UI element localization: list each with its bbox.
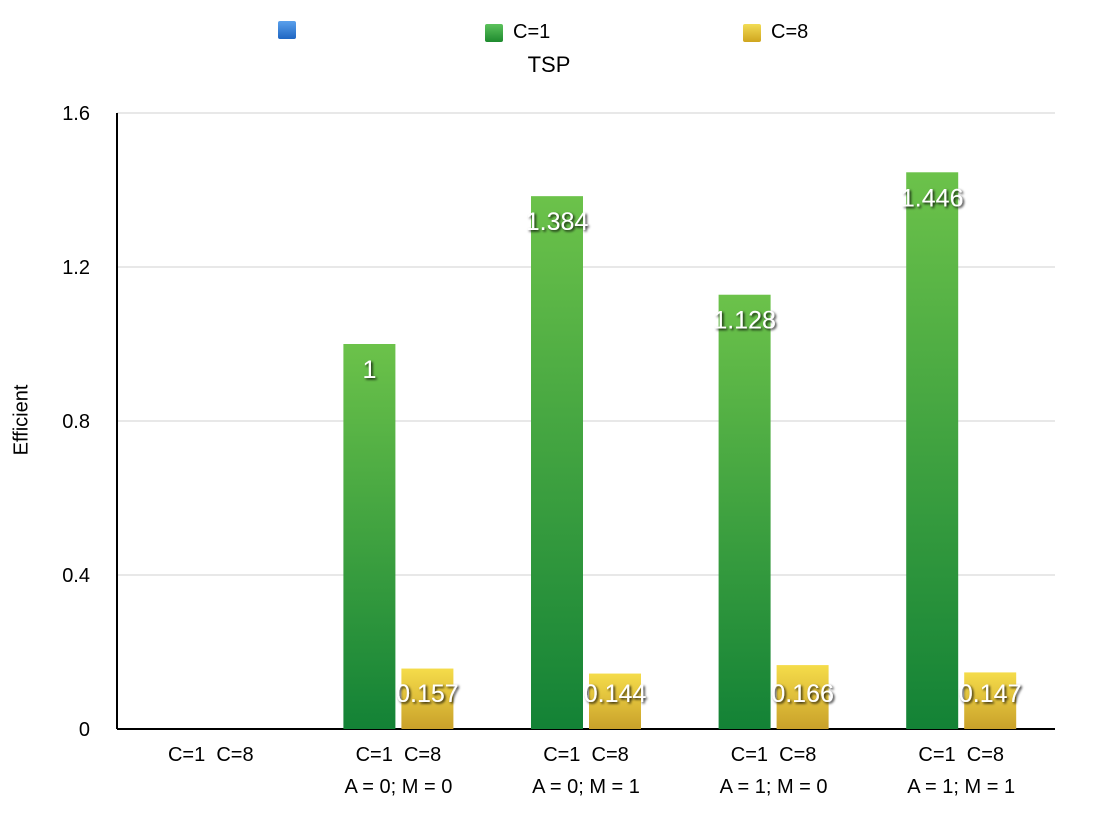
bar-c1-4: [906, 172, 959, 730]
bar-c1-3: [718, 294, 771, 729]
axes: [116, 113, 1055, 730]
data-label: 1.128: [713, 307, 776, 335]
x-tick-label: C=1 C=8: [731, 744, 817, 766]
x-tick-label: C=1 C=8: [543, 744, 629, 766]
legend-label-c8: C=8: [771, 21, 809, 43]
data-labels: 1 0.157 1.384 0.144 1.128 0.166 1.446 0.147: [362, 184, 1021, 708]
y-tick-label: 0.4: [62, 565, 90, 587]
x-tick-label: C=1 C=8: [356, 744, 442, 766]
bar-c8-1: [401, 668, 454, 729]
data-label: 0.157: [396, 680, 459, 708]
legend: C=1 C=8: [0, 21, 1098, 47]
y-tick-label: 0.8: [62, 411, 90, 433]
bar-c1-1: [343, 344, 396, 729]
data-label: 1.384: [526, 208, 589, 236]
legend-swatch-yellow: [743, 23, 761, 42]
legend-swatch-green: [485, 23, 503, 42]
legend-label-c1: C=1: [513, 21, 551, 43]
x-tick-sublabel: A = 0; M = 0: [344, 776, 452, 798]
legend-item-c1: C=1: [485, 21, 550, 44]
legend-item-c8: C=8: [743, 21, 808, 44]
bar-c8-4: [964, 672, 1017, 729]
data-label: 0.144: [584, 680, 647, 708]
data-label: 1: [362, 356, 376, 384]
bars: [343, 172, 1017, 730]
x-tick-sublabel: A = 1; M = 0: [720, 776, 828, 798]
x-tick-label: C=1 C=8: [168, 744, 254, 766]
data-label: 0.147: [959, 680, 1022, 708]
grid-lines: [117, 112, 1055, 576]
x-tick-sublabel: A = 0; M = 1: [532, 776, 640, 798]
tick-labels: 0 0.4 0.8 1.2 1.6 C=1 C=8 C=1 C=8 A = 0; M = 0 C…: [62, 103, 1015, 798]
data-label: 1.446: [901, 184, 964, 212]
bar-c8-2: [589, 673, 641, 729]
y-tick-label: 1.6: [62, 103, 90, 125]
legend-item-series-1: [278, 21, 306, 39]
data-label: 0.166: [771, 680, 834, 708]
y-tick-label: 1.2: [62, 257, 90, 279]
bar-c1-2: [531, 196, 583, 729]
bar-c8-3: [776, 665, 829, 729]
x-tick-label: C=1 C=8: [918, 744, 1004, 766]
x-tick-sublabel: A = 1; M = 1: [907, 776, 1015, 798]
y-tick-label: 0: [79, 719, 90, 741]
chart-title: TSP: [527, 52, 571, 77]
legend-swatch-blue: [278, 21, 296, 39]
